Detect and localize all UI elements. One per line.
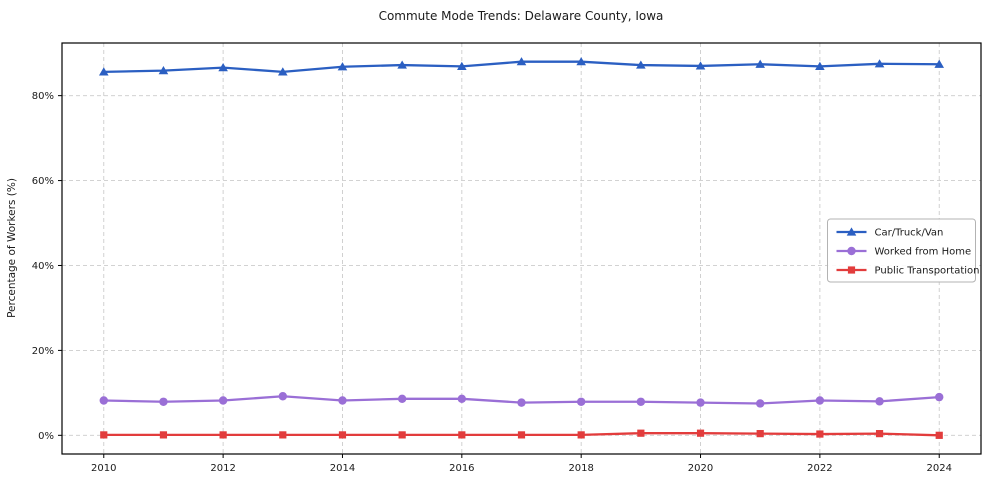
series-public-transportation-marker-square: [100, 431, 108, 439]
series-public-transportation-marker-square: [816, 430, 824, 438]
series-public-transportation-marker-square: [517, 431, 526, 439]
x-tick-label: 2014: [330, 463, 355, 474]
series-car-truck-van-marker-triangle: [98, 67, 109, 76]
series-car-truck-van-marker-triangle: [815, 61, 825, 70]
series-car-truck-van-marker-triangle: [158, 65, 169, 75]
x-tick-label: 2018: [568, 463, 593, 474]
series-public-transportation-marker-square: [398, 431, 406, 439]
series-worked-from-home-marker-circle: [278, 392, 287, 401]
series-car-truck-van-marker-triangle: [695, 61, 706, 70]
legend-marker-triangle: [846, 227, 857, 236]
series-public-transportation-marker-square: [159, 431, 168, 439]
legend-marker-circle: [847, 246, 856, 256]
series-car-truck-van-marker-triangle: [457, 61, 467, 70]
legend-label: Worked from Home: [875, 247, 972, 258]
series-worked-from-home-marker-circle: [875, 397, 884, 406]
legend-marker-square: [847, 266, 856, 274]
series-public-transportation-marker-square: [577, 431, 585, 439]
series-public-transportation-marker-square: [935, 431, 943, 439]
series-worked-from-home-marker-circle: [338, 396, 347, 405]
series-worked-from-home-marker-circle: [636, 397, 646, 406]
series-car-truck-van-marker-triangle: [277, 67, 288, 76]
series-worked-from-home-marker-circle: [935, 392, 944, 402]
series-public-transportation-marker-square: [756, 430, 764, 438]
chart-title: Commute Mode Trends: Delaware County, Io…: [379, 9, 664, 23]
series-public-transportation-marker-square: [338, 431, 347, 439]
series-public-transportation-marker-square: [219, 431, 227, 439]
series-car-truck-van-marker-triangle: [397, 60, 407, 69]
series-worked-from-home-marker-circle: [397, 394, 407, 404]
series-public-transportation-marker-square: [279, 431, 287, 439]
x-tick-label: 2024: [927, 463, 952, 474]
series-worked-from-home-marker-circle: [159, 397, 168, 406]
series-worked-from-home-marker-circle: [696, 398, 705, 407]
series-worked-from-home-marker-circle: [576, 397, 586, 406]
legend-box: [827, 218, 976, 283]
series-car-truck-van-marker-triangle: [934, 59, 945, 68]
series-worked-from-home-marker-circle: [218, 396, 228, 405]
y-tick-label: 20%: [32, 346, 54, 357]
y-tick-label: 80%: [32, 91, 54, 102]
series-worked-from-home-marker-circle: [457, 394, 467, 404]
series-car-truck-van-marker-triangle: [874, 59, 885, 68]
y-axis-label: Percentage of Workers (%): [6, 178, 18, 318]
series-public-transportation-marker-square: [458, 431, 466, 439]
series-public-transportation-marker-square: [637, 429, 645, 437]
series-car-truck-van-marker-triangle: [755, 59, 766, 68]
y-tick-label: 0%: [38, 431, 54, 442]
series-car-truck-van-marker-triangle: [337, 62, 348, 71]
x-tick-label: 2022: [807, 463, 832, 474]
x-tick-label: 2016: [449, 463, 474, 474]
series-public-transportation-marker-square: [875, 430, 884, 438]
legend-label: Car/Truck/Van: [875, 228, 944, 239]
series-worked-from-home-marker-circle: [815, 396, 825, 405]
plot-area: 2010 2012 2014 2016 2018 2020 2022 2024 0% 20% 40%…: [32, 42, 982, 474]
series-car-truck-van-marker-triangle: [218, 63, 228, 72]
y-tick-label: 60%: [32, 176, 54, 187]
series-worked-from-home-marker-circle: [756, 399, 765, 408]
series-car-truck-van-marker-triangle: [516, 57, 527, 66]
x-tick-label: 2010: [91, 463, 116, 474]
series-worked-from-home-marker-circle: [517, 398, 526, 407]
series-public-transportation-marker-square: [696, 429, 705, 437]
x-tick-label: 2012: [210, 463, 235, 474]
series-car-truck-van-marker-triangle: [636, 60, 646, 69]
axes-frame: [61, 42, 982, 455]
series-worked-from-home-marker-circle: [99, 396, 108, 405]
legend-label: Public Transportation: [875, 266, 980, 277]
x-tick-label: 2020: [688, 463, 713, 474]
y-tick-label: 40%: [32, 261, 54, 272]
series-car-truck-van-marker-triangle: [576, 57, 586, 66]
